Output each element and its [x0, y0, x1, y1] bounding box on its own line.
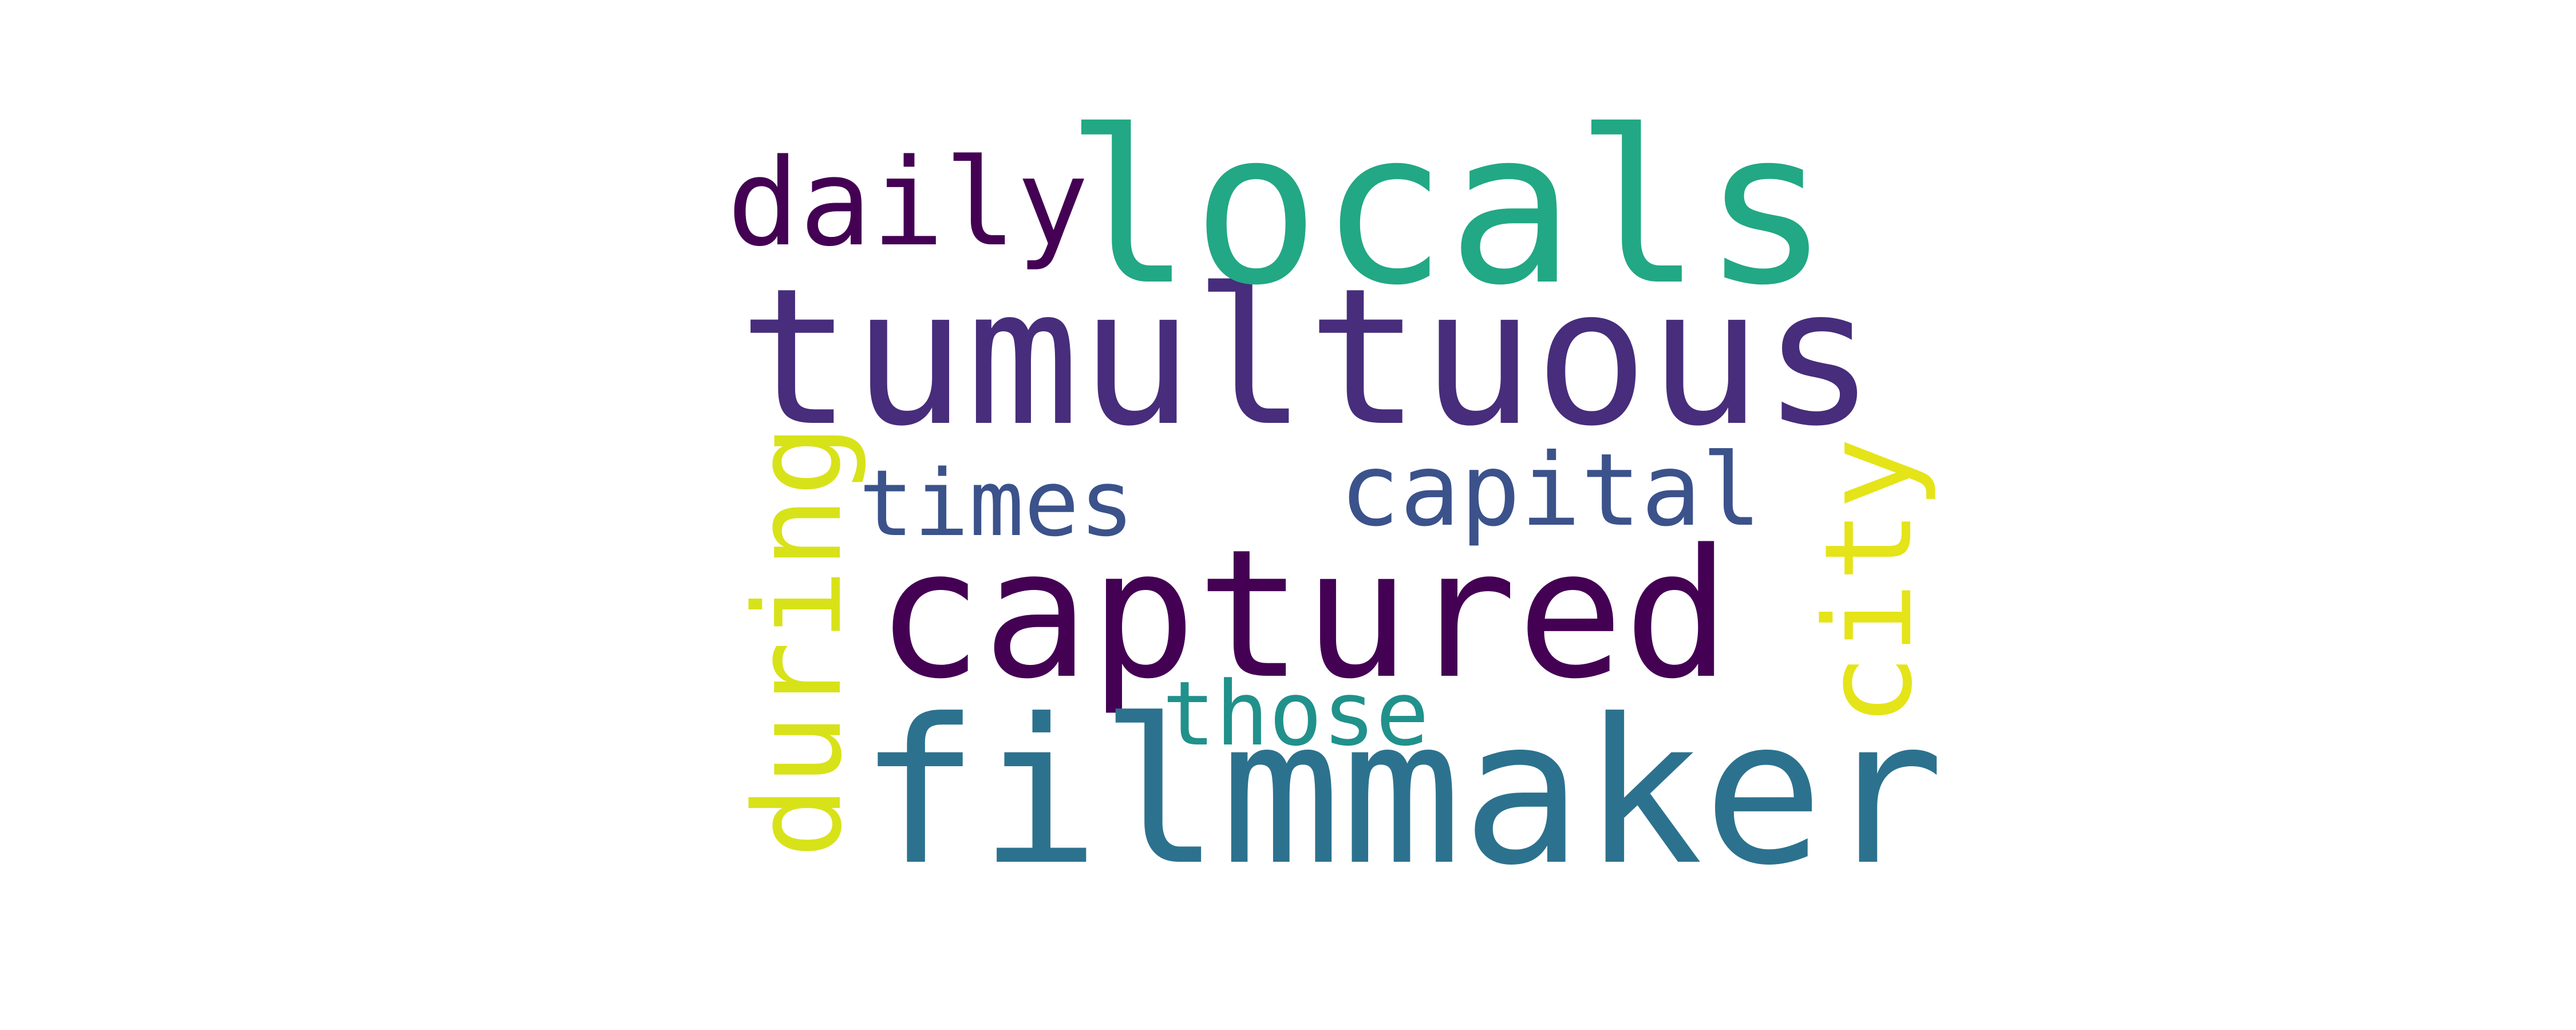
- word-locals: locals: [1065, 86, 1830, 332]
- word-city: city: [1799, 437, 1939, 727]
- word-tumultuous: tumultuous: [738, 248, 1876, 468]
- word-capital: capital: [1340, 433, 1762, 549]
- word-those: those: [1162, 662, 1429, 766]
- word-captured: captured: [876, 512, 1731, 718]
- word-times: times: [859, 450, 1135, 557]
- word-daily: daily: [727, 133, 1089, 273]
- word-during: during: [728, 424, 868, 858]
- word-filmmaker: filmmaker: [859, 676, 1945, 909]
